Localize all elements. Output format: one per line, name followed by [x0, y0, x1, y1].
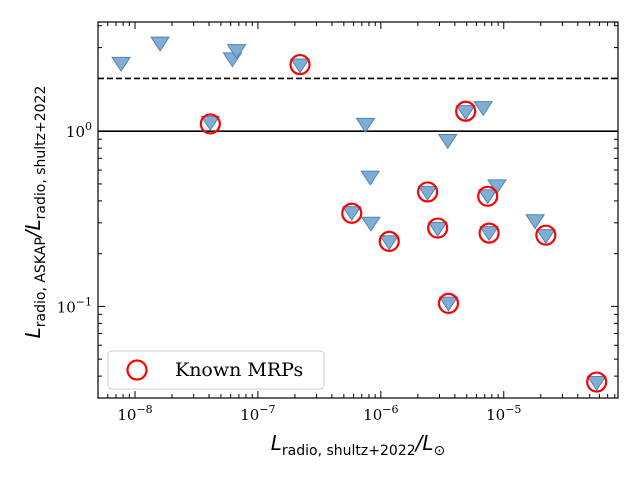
- y-tick-label-exp: −1: [76, 295, 92, 308]
- y-axis-label-mid-sub: radio, shultz+2022: [33, 86, 49, 220]
- axes-frame: [97, 21, 619, 399]
- triangle-marker: [417, 185, 438, 201]
- legend-box: [107, 350, 325, 390]
- known-mrp-circle: [378, 230, 400, 252]
- triangle-marker: [341, 206, 362, 222]
- triangle-marker: [525, 214, 546, 230]
- x-axis-label-suffix: /L: [414, 431, 434, 455]
- y-axis-label-mid: /L: [21, 219, 45, 239]
- known-mrp-circle: [416, 181, 439, 203]
- known-mrp-circle: [427, 217, 449, 239]
- x-tick-label-base: 10: [486, 406, 505, 424]
- y-axis-label-main: L: [21, 327, 45, 338]
- known-mrp-circle: [289, 53, 311, 76]
- y-axis-label: Lradio, ASKAP/Lradio, shultz+2022: [21, 86, 49, 339]
- triangle-marker: [473, 101, 494, 117]
- y-tick-label-exp: 0: [85, 120, 92, 133]
- triangle-marker: [427, 221, 448, 238]
- known-mrp-circle: [341, 202, 363, 224]
- y-tick-label-base: 10: [66, 123, 85, 141]
- y-tick-label: 10−1: [57, 295, 92, 316]
- triangle-marker: [455, 105, 476, 121]
- x-tick-label-exp: −6: [382, 403, 398, 416]
- triangle-marker: [290, 58, 310, 74]
- triangle-marker: [226, 44, 247, 60]
- x-tick-label-exp: −8: [136, 403, 152, 416]
- plot-area: [98, 36, 618, 393]
- y-tick-label: 100: [66, 120, 92, 141]
- triangle-marker: [438, 296, 459, 312]
- axes: [97, 21, 619, 399]
- y-axis-label-sub: radio, ASKAP: [33, 237, 49, 327]
- triangle-marker: [487, 179, 507, 195]
- x-tick-label-base: 10: [363, 406, 382, 424]
- legend-label: Known MRPs: [175, 359, 303, 381]
- x-axis-label-main: L: [271, 431, 282, 455]
- triangle-marker: [150, 36, 171, 52]
- triangle-marker: [111, 56, 131, 73]
- x-tick-label: 10−7: [240, 403, 275, 424]
- triangle-marker: [200, 115, 221, 131]
- triangle-marker: [379, 235, 400, 251]
- legend: Known MRPs: [107, 350, 325, 390]
- known-mrp-circle: [478, 222, 500, 244]
- triangle-marker: [360, 170, 381, 186]
- x-axis-label-sub: radio, shultz+2022: [282, 443, 416, 459]
- triangle-marker: [360, 216, 381, 232]
- known-mrp-circle: [535, 224, 557, 246]
- x-axis-label: Lradio, shultz+2022/L⊙: [271, 431, 446, 459]
- triangle-marker: [535, 229, 556, 245]
- known-mrp-circle: [586, 371, 608, 393]
- x-tick-label: 10−5: [486, 403, 521, 424]
- x-tick-label-base: 10: [240, 406, 259, 424]
- triangle-marker: [437, 133, 458, 150]
- y-tick-label-base: 10: [57, 298, 76, 316]
- triangle-marker: [479, 226, 500, 242]
- x-axis-label-suffix-sub: ⊙: [434, 443, 446, 459]
- x-tick-label-base: 10: [117, 406, 136, 424]
- triangle-marker: [477, 189, 498, 205]
- x-tick-label-exp: −5: [505, 403, 521, 416]
- known-mrp-circle: [477, 185, 499, 207]
- x-tick-label-exp: −7: [259, 403, 275, 416]
- known-mrp-circle: [437, 292, 460, 315]
- triangle-marker: [586, 375, 607, 392]
- triangle-marker: [355, 117, 376, 133]
- legend-marker-circle: [126, 359, 148, 381]
- known-mrp-circle: [455, 100, 477, 122]
- x-tick-label: 10−6: [363, 403, 398, 424]
- known-mrp-circle: [199, 113, 221, 135]
- x-tick-label: 10−8: [117, 403, 152, 424]
